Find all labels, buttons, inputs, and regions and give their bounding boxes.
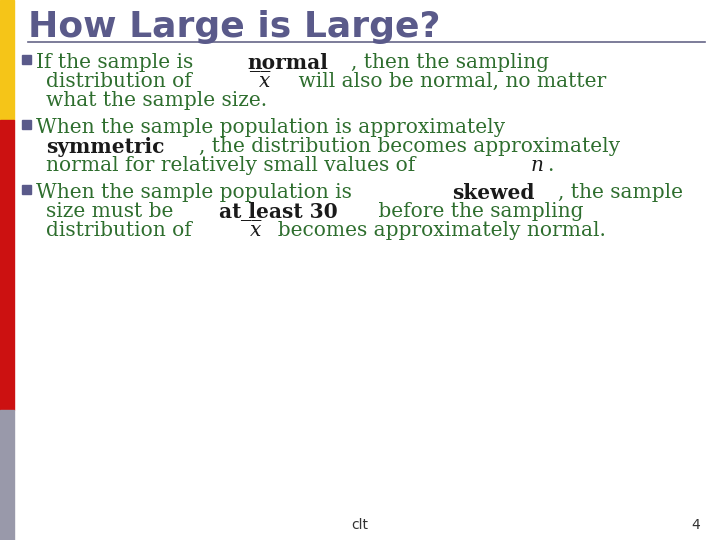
Text: skewed: skewed	[452, 183, 534, 203]
Text: .: .	[547, 156, 554, 175]
Text: n: n	[531, 156, 544, 175]
Text: If the sample is: If the sample is	[36, 53, 199, 72]
Text: When the sample population is: When the sample population is	[36, 183, 359, 202]
Text: before the sampling: before the sampling	[372, 202, 583, 221]
Text: ̅x̅: ̅x̅	[258, 72, 270, 91]
Text: symmetric: symmetric	[46, 137, 164, 157]
Bar	[22, 185, 31, 194]
Text: When the sample population is approximately: When the sample population is approximat…	[36, 118, 505, 137]
Text: what the sample size.: what the sample size.	[46, 91, 267, 110]
Bar	[0, 0, 14, 120]
Bar	[22, 55, 31, 64]
Text: , then the sampling: , then the sampling	[351, 53, 549, 72]
Text: , the sample: , the sample	[558, 183, 683, 202]
Text: distribution of: distribution of	[46, 72, 211, 91]
Text: becomes approximately normal.: becomes approximately normal.	[265, 221, 606, 240]
Text: 4: 4	[691, 518, 700, 532]
Text: at least 30: at least 30	[219, 202, 338, 222]
Text: distribution of: distribution of	[46, 221, 204, 240]
Text: clt: clt	[351, 518, 369, 532]
Text: normal: normal	[247, 53, 328, 73]
Text: , the distribution becomes approximately: , the distribution becomes approximately	[199, 137, 620, 156]
Text: normal for relatively small values of: normal for relatively small values of	[46, 156, 422, 175]
Bar	[0, 410, 14, 540]
Text: will also be normal, no matter: will also be normal, no matter	[274, 72, 607, 91]
Text: size must be: size must be	[46, 202, 180, 221]
Bar	[22, 120, 31, 129]
Bar	[0, 120, 14, 410]
Text: ̅x̅: ̅x̅	[251, 221, 262, 240]
Text: How Large is Large?: How Large is Large?	[28, 10, 441, 44]
